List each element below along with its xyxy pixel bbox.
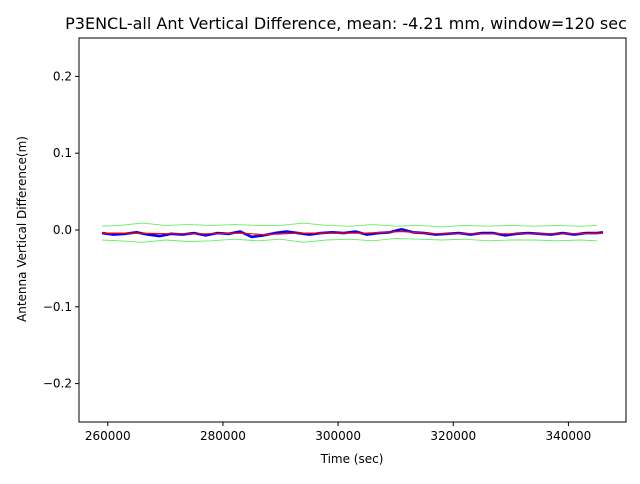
series-line-1 [102, 230, 604, 236]
y-tick-label: −0.2 [43, 377, 72, 391]
x-tick-label: 320000 [430, 429, 476, 443]
y-tick-label: 0.0 [53, 223, 72, 237]
y-tick-label: 0.2 [53, 69, 72, 83]
y-tick-label: −0.1 [43, 300, 72, 314]
x-tick-label: 340000 [546, 429, 592, 443]
x-tick-label: 260000 [85, 429, 131, 443]
x-tick-label: 280000 [200, 429, 246, 443]
x-tick-label: 300000 [315, 429, 361, 443]
y-tick-label: 0.1 [53, 146, 72, 160]
plot-series [101, 222, 604, 243]
series-line-2 [101, 222, 598, 228]
x-axis-label: Time (sec) [320, 452, 384, 466]
series-line-3 [101, 237, 598, 243]
chart-title: P3ENCL-all Ant Vertical Difference, mean… [65, 14, 627, 33]
ticks: 260000 280000 300000 320000 340000 −0.2 −0.1 0.… [43, 69, 591, 443]
y-axis-label: Antenna Vertical Difference(m) [15, 136, 29, 322]
